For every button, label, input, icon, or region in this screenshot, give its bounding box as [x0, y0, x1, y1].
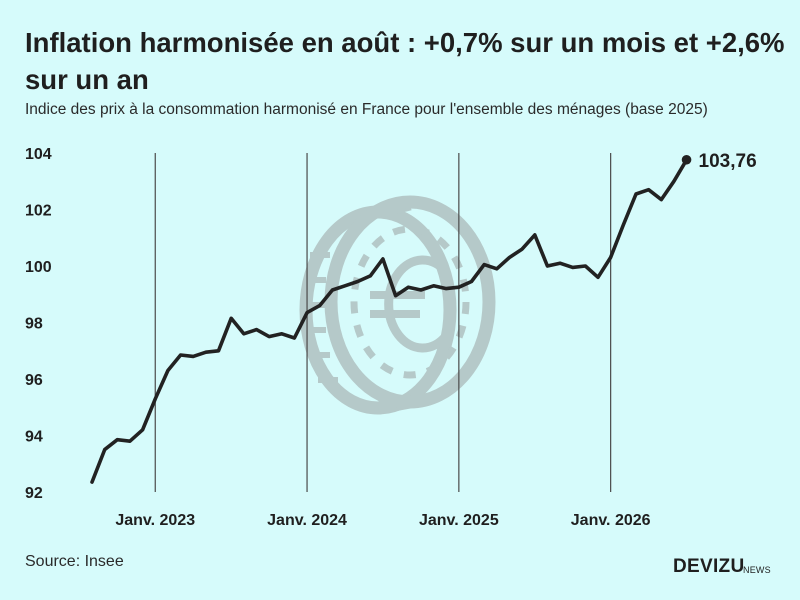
- x-tick-label: Janv. 2026: [571, 512, 651, 529]
- chart-title: Inflation harmonisée en août : +0,7% sur…: [25, 27, 785, 95]
- y-tick-label: 102: [25, 203, 52, 220]
- x-tick-label: Janv. 2025: [419, 512, 499, 529]
- x-tick-label: Janv. 2023: [115, 512, 195, 529]
- brand-logo-suffix: NEWS: [743, 565, 771, 575]
- y-tick-label: 104: [25, 146, 52, 163]
- series-line: [90, 158, 689, 484]
- source-note: Source: Insee: [25, 553, 124, 570]
- last-value-label: 103,76: [699, 151, 757, 172]
- x-tick-label: Janv. 2024: [267, 512, 347, 529]
- y-tick-label: 96: [25, 372, 43, 389]
- y-tick-label: 94: [25, 429, 43, 446]
- y-tick-label: 100: [25, 259, 52, 276]
- last-point-marker: [681, 154, 692, 165]
- brand-logo: DEVIZU: [673, 556, 745, 577]
- y-tick-label: 92: [25, 485, 43, 502]
- chart-subtitle: Indice des prix à la consommation harmon…: [25, 101, 708, 118]
- euro-coin-icon: [299, 195, 496, 415]
- y-tick-label: 98: [25, 316, 43, 333]
